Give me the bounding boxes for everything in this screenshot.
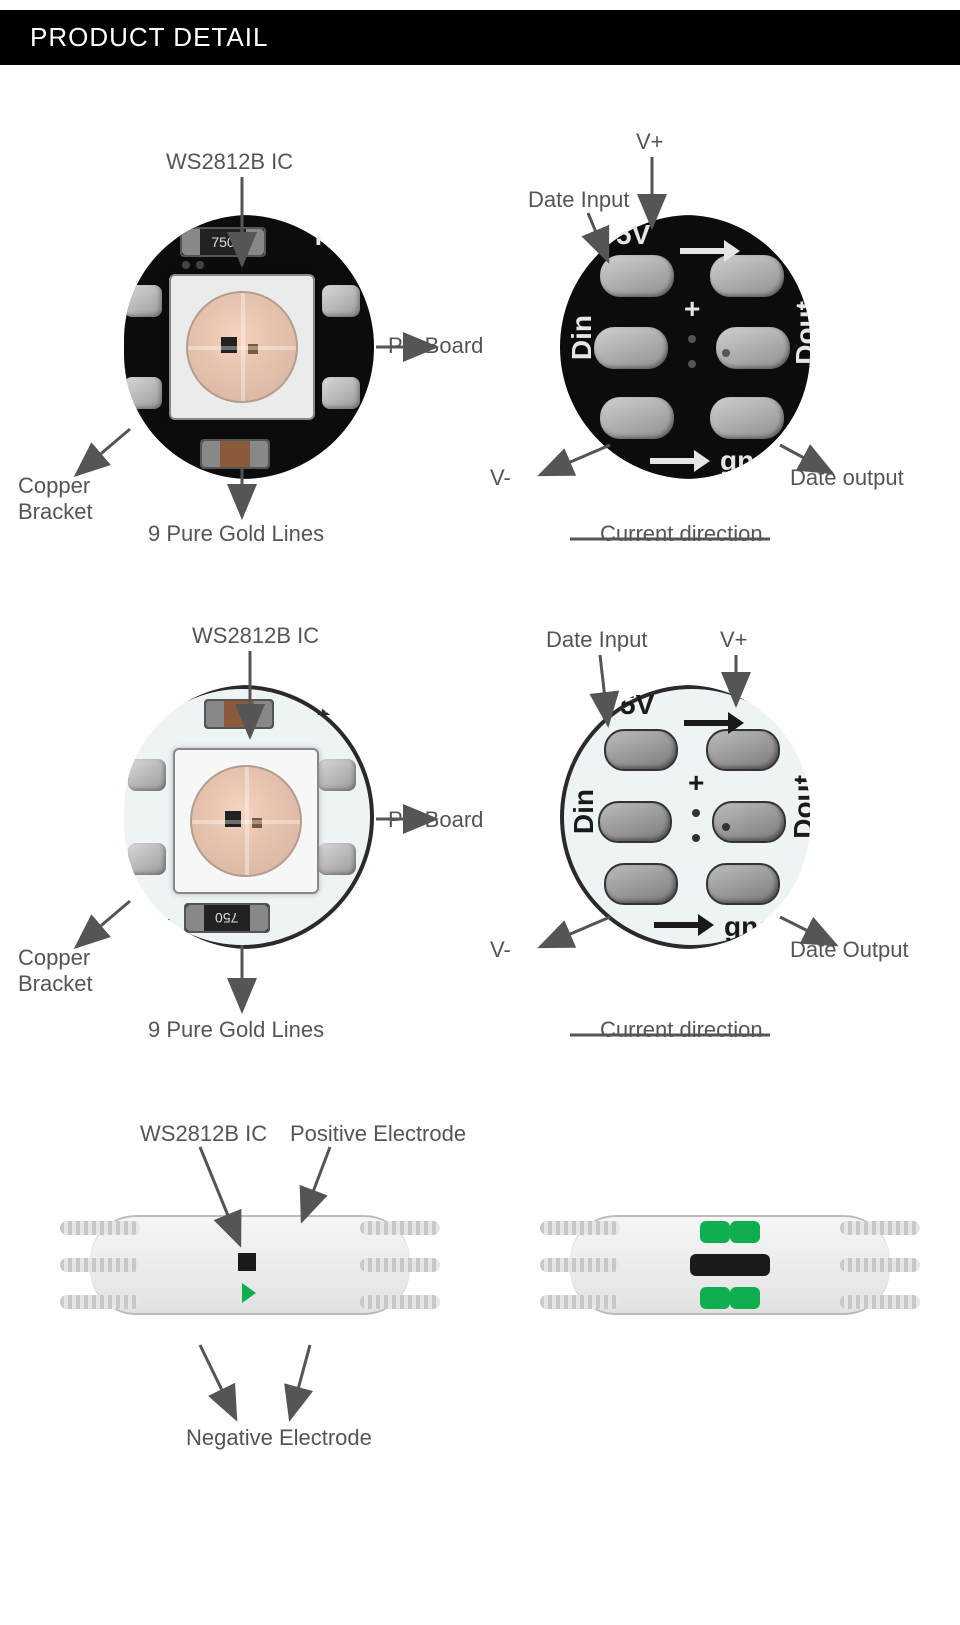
section-header-text: PRODUCT DETAIL — [30, 22, 268, 52]
section-header: PRODUCT DETAIL — [0, 10, 960, 65]
arrow — [0, 65, 960, 1485]
diagram-canvas: 750 R1 C1 5V + gnd Din Dout — [0, 65, 960, 1625]
